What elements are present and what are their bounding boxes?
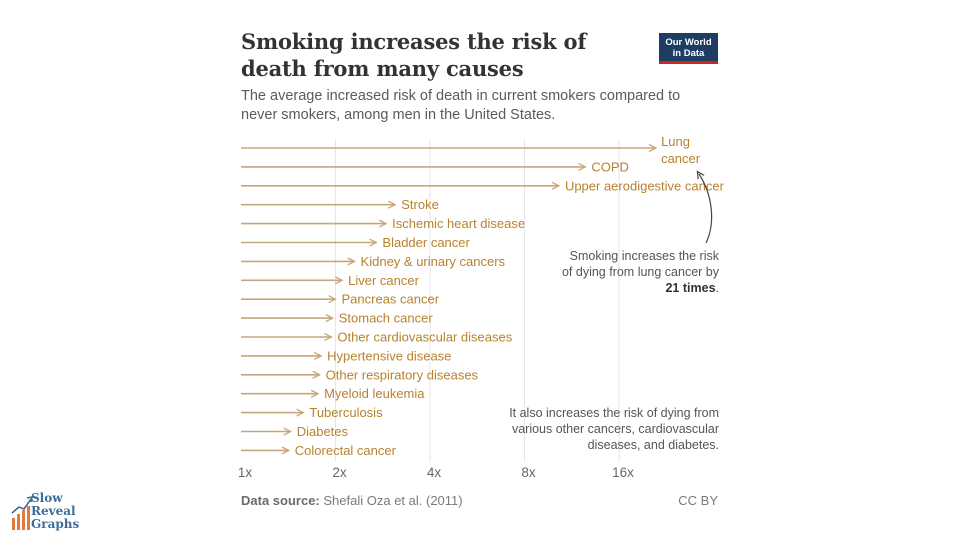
x-tick-label: 16x bbox=[612, 465, 634, 480]
bar-label: Ischemic heart disease bbox=[392, 216, 525, 231]
license-link[interactable]: CC BY bbox=[678, 493, 718, 508]
owid-logo-line2: in Data bbox=[672, 48, 705, 59]
bar-label: Lung cancer bbox=[661, 134, 701, 166]
x-tick-label: 1x bbox=[238, 465, 253, 480]
owid-logo-line1: Our World bbox=[665, 37, 712, 48]
lung-annotation-text: Smoking increases the risk of dying from… bbox=[561, 249, 719, 279]
bar-label: Kidney & urinary cancers bbox=[361, 254, 506, 269]
brand-line3: Graphs bbox=[31, 517, 80, 531]
bar-label: Colorectal cancer bbox=[295, 443, 397, 458]
chart-title: Smoking increases the risk of death from… bbox=[241, 29, 587, 81]
chart-subtitle: The average increased risk of death in c… bbox=[241, 88, 681, 123]
bar-label: Myeloid leukemia bbox=[324, 386, 425, 401]
bar-label: Stroke bbox=[401, 197, 439, 212]
bar-label: Other respiratory diseases bbox=[326, 367, 479, 382]
slow-reveal-graphs-logo-icon bbox=[11, 495, 34, 530]
data-source-text[interactable]: Shefali Oza et al. (2011) bbox=[323, 493, 463, 508]
slow-reveal-graphs-brand: Slow Reveal Graphs bbox=[31, 492, 79, 531]
data-source: Data source: Shefali Oza et al. (2011) bbox=[241, 493, 463, 508]
x-tick-label: 4x bbox=[427, 465, 442, 480]
lung-annotation-period: . bbox=[715, 281, 719, 295]
lung-cancer-annotation: Smoking increases the risk of dying from… bbox=[560, 248, 719, 296]
bar-label: Bladder cancer bbox=[382, 235, 470, 250]
bar-label: COPD bbox=[591, 159, 629, 174]
owid-logo[interactable]: Our World in Data bbox=[659, 33, 718, 64]
lung-annotation-highlight: 21 times bbox=[665, 281, 716, 295]
bar-label: Upper aerodigestive cancer bbox=[565, 178, 725, 193]
bar-label: Hypertensive disease bbox=[327, 348, 451, 363]
bar-label: Stomach cancer bbox=[339, 311, 434, 326]
bar-label: Liver cancer bbox=[348, 273, 419, 288]
brand-line2: Reveal bbox=[31, 504, 76, 518]
other-causes-annotation: It also increases the risk of dying from… bbox=[509, 406, 719, 452]
bar-label: Pancreas cancer bbox=[342, 292, 440, 307]
brand-line1: Slow bbox=[31, 491, 63, 505]
x-tick-label: 2x bbox=[332, 465, 347, 480]
data-source-label: Data source: bbox=[241, 493, 320, 508]
annotation-arrow bbox=[699, 174, 713, 244]
x-tick-label: 8x bbox=[521, 465, 536, 480]
bar-label: Other cardiovascular diseases bbox=[337, 330, 512, 345]
bar-label: Diabetes bbox=[297, 424, 349, 439]
bar-label: Tuberculosis bbox=[309, 405, 383, 420]
